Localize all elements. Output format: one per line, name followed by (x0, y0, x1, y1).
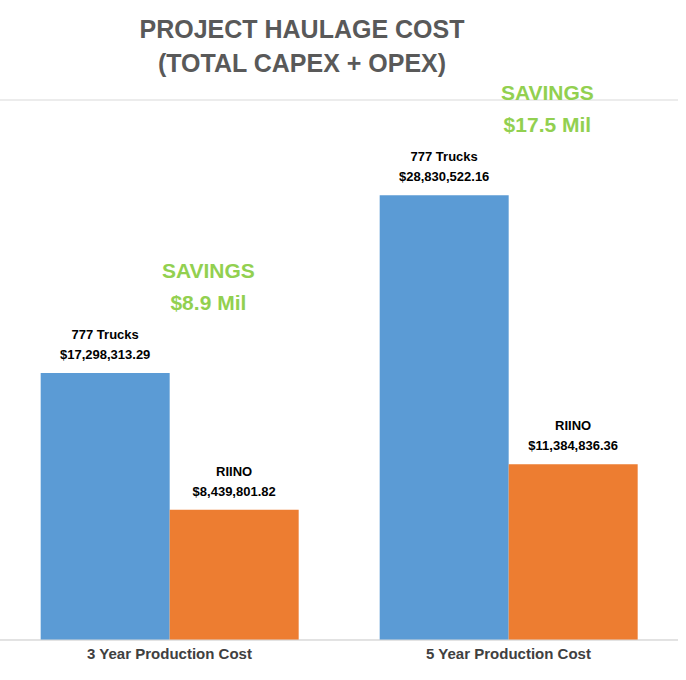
svg-text:$17,298,313.29: $17,298,313.29 (60, 347, 150, 362)
html-text:(TOTAL CAPEX + OPEX): (TOTAL CAPEX + OPEX) (157, 49, 447, 77)
html-text:PROJECT HAULAGE COST: PROJECT HAULAGE COST (139, 15, 465, 43)
svg-text:5 Year Production Cost: 5 Year Production Cost (426, 645, 591, 662)
svg-text:$8.9 Mil: $8.9 Mil (170, 291, 246, 314)
svg-text:SAVINGS: SAVINGS (501, 81, 594, 104)
svg-text:RIINO: RIINO (555, 418, 591, 433)
svg-text:3 Year Production Cost: 3 Year Production Cost (87, 645, 252, 662)
svg-text:777 Trucks: 777 Trucks (72, 327, 139, 342)
svg-text:RIINO: RIINO (216, 464, 252, 479)
svg-text:$28,830,522.16: $28,830,522.16 (399, 169, 489, 184)
svg-text:$8,439,801.82: $8,439,801.82 (193, 484, 276, 499)
svg-text:SAVINGS: SAVINGS (162, 259, 255, 282)
svg-text:777 Trucks: 777 Trucks (411, 149, 478, 164)
svg-text:$11,384,836.36: $11,384,836.36 (528, 438, 618, 453)
svg-text:$17.5 Mil: $17.5 Mil (504, 113, 592, 136)
